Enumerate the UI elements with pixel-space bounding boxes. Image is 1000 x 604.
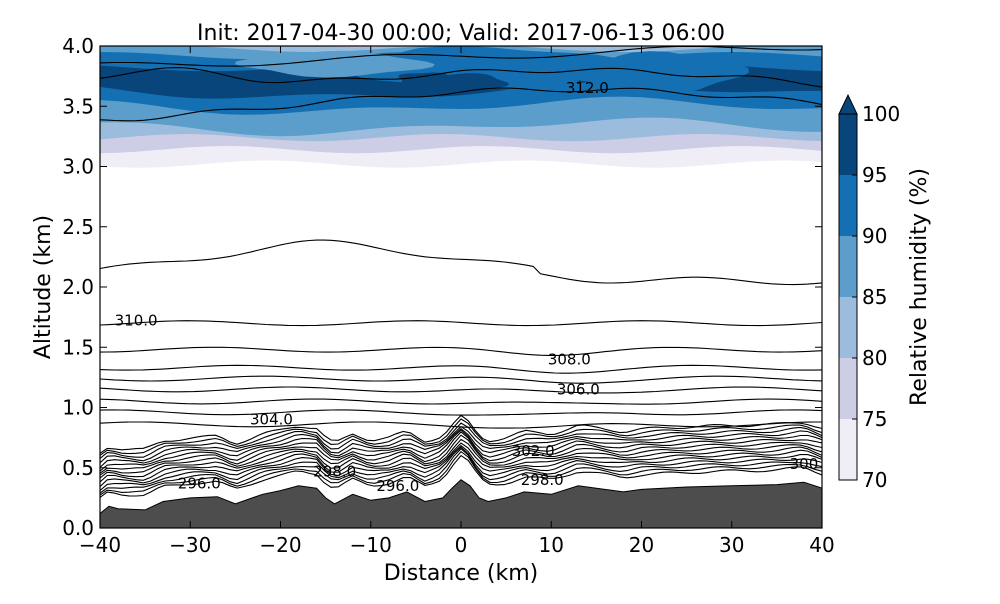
contour-labels: 312.0 310.0 308.0 306.0 304.0 302.0 298.0 298.0… (115, 79, 819, 495)
x-tick-label: 10 (539, 533, 564, 557)
y-tick-label: 1.0 (62, 396, 94, 420)
contour-line (100, 444, 822, 487)
y-tick-label: 4.0 (62, 34, 94, 58)
x-tick-label: 40 (809, 533, 834, 557)
colorbar-segment-75 (839, 358, 857, 419)
contour-line (100, 438, 822, 479)
potential-temperature-contours (100, 46, 822, 498)
contour-line (100, 364, 822, 374)
contour-line (100, 418, 822, 456)
colorbar-extend-arrow (838, 93, 858, 115)
contour-line (100, 454, 822, 498)
contour-line (100, 375, 822, 384)
contour-label: 310.0 (115, 312, 158, 330)
colorbar-segment-80 (839, 297, 857, 358)
colorbar: 70 75 80 85 90 95 100 (838, 93, 900, 492)
y-tick-label: 2.0 (62, 275, 94, 299)
y-tick-label: 3.0 (62, 155, 94, 179)
contour-label: 308.0 (548, 350, 591, 368)
colorbar-segment-70 (839, 419, 857, 480)
contour-line (100, 422, 822, 459)
contour-line (100, 450, 822, 496)
x-tick-label: 30 (719, 533, 744, 557)
y-tick-label: 0.5 (62, 456, 94, 480)
contour-label: 300 (790, 455, 819, 473)
contour-line (100, 429, 822, 472)
contour-line (100, 434, 822, 476)
colorbar-tick-label: 90 (862, 224, 887, 248)
contour-line (100, 409, 822, 416)
rh-patch (234, 50, 435, 78)
x-tick-label: 20 (629, 533, 654, 557)
colorbar-tick-label: 95 (862, 163, 887, 187)
rh-patch (398, 72, 452, 85)
colorbar-tick-label: 70 (862, 468, 887, 492)
x-tick-label: −10 (350, 533, 392, 557)
x-tick-label: 0 (455, 533, 468, 557)
contour-label: 296.0 (376, 477, 419, 495)
contour-label: 296.0 (178, 474, 221, 492)
contour-line (100, 421, 822, 429)
colorbar-tick-label: 80 (862, 346, 887, 370)
terrain (100, 479, 822, 528)
contour-label: 312.0 (566, 79, 609, 97)
contour-line (100, 431, 822, 474)
y-axis-label: Altitude (km) (31, 215, 56, 359)
contour-line (100, 239, 822, 286)
chart-title: Init: 2017-04-30 00:00; Valid: 2017-06-1… (197, 21, 725, 46)
y-tick-label: 3.5 (62, 94, 94, 118)
y-axis: 0.0 0.5 1.0 1.5 2.0 2.5 3.0 3.5 4.0 (62, 34, 822, 540)
colorbar-tick-label: 100 (862, 102, 900, 126)
x-tick-label: −20 (259, 533, 301, 557)
contour-line (100, 386, 822, 394)
contour-label: 304.0 (250, 411, 293, 429)
x-axis: −40 −30 −20 −10 0 10 20 30 40 (79, 46, 835, 557)
contour-line-312 (100, 87, 822, 122)
contour-line (100, 320, 822, 327)
terrain-shape (100, 479, 822, 528)
rh-bands (100, 46, 822, 168)
colorbar-segment-90 (839, 175, 857, 236)
contour-label: 302.0 (512, 442, 555, 460)
x-tick-label: −40 (79, 533, 121, 557)
contour-label: 306.0 (557, 380, 600, 398)
plot-area: 312.0 310.0 308.0 306.0 304.0 302.0 298.0 298.0… (99, 45, 823, 529)
contour-label: 298.0 (313, 462, 356, 480)
contour-line (100, 427, 822, 468)
contour-line-312 (100, 67, 822, 88)
y-tick-label: 0.0 (62, 516, 94, 540)
rh-patch (570, 51, 749, 94)
y-tick-label: 2.5 (62, 215, 94, 239)
colorbar-segment-95 (839, 114, 857, 175)
colorbar-label: Relative humidity (%) (907, 168, 932, 406)
colorbar-tick-label: 85 (862, 285, 887, 309)
contour-line (100, 442, 822, 483)
contour-line (100, 398, 822, 405)
colorbar-segment-85 (839, 236, 857, 297)
x-tick-label: −30 (169, 533, 211, 557)
x-axis-label: Distance (km) (384, 561, 539, 586)
colorbar-tick-label: 75 (862, 407, 887, 431)
contour-label: 298.0 (521, 471, 564, 489)
y-tick-label: 1.5 (62, 335, 94, 359)
contour-line (100, 447, 822, 494)
contour-line (100, 346, 822, 356)
contour-line (100, 446, 822, 491)
